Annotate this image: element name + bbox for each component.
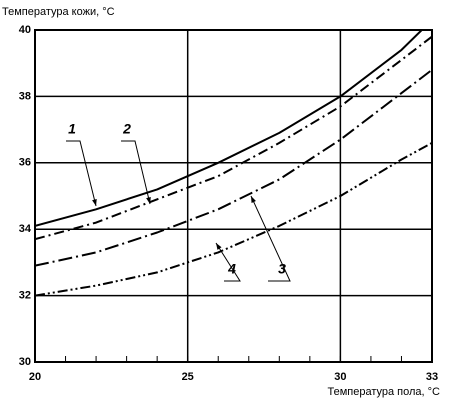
y-tick-label: 38 xyxy=(19,90,31,102)
x-tick-label: 33 xyxy=(426,371,438,383)
arrow-head xyxy=(92,199,97,206)
curve xyxy=(35,142,432,297)
curves xyxy=(35,30,432,297)
curve-label: 1 xyxy=(68,121,76,137)
y-tick-label: 40 xyxy=(19,24,31,36)
x-tick-label: 30 xyxy=(334,371,346,383)
y-tick-label: 34 xyxy=(19,223,32,235)
curve-label: 2 xyxy=(122,121,131,137)
leader-line xyxy=(250,195,291,282)
annotations: 1 2 3 4 xyxy=(66,121,291,282)
x-tick-label: 25 xyxy=(182,371,194,383)
curve xyxy=(35,69,432,267)
y-axis-title: Температура кожи, °С xyxy=(2,6,115,18)
y-tick-label: 30 xyxy=(19,356,31,368)
x-axis-title: Температура пола, °С xyxy=(327,386,440,398)
leader-line xyxy=(66,140,97,207)
arrow-head xyxy=(216,243,222,250)
y-tick-label: 36 xyxy=(19,157,31,169)
arrow-head xyxy=(251,196,256,203)
leader-line xyxy=(215,242,241,282)
plot-frame xyxy=(34,29,433,363)
curve-label: 4 xyxy=(227,261,236,277)
grid xyxy=(34,29,433,363)
leader-line xyxy=(121,140,151,205)
x-tick-label: 20 xyxy=(29,371,41,383)
y-tick-label: 32 xyxy=(19,290,31,302)
curve xyxy=(35,35,432,241)
curve-label: 3 xyxy=(278,261,286,277)
curve xyxy=(35,30,424,227)
arrow-head xyxy=(146,197,151,204)
